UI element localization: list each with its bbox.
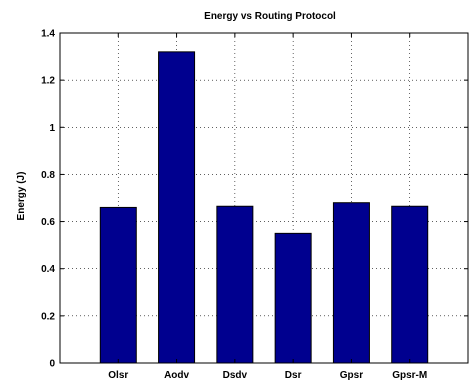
bars — [99, 51, 429, 364]
x-tick-label: Dsdv — [223, 370, 248, 381]
y-tick-label: 0.2 — [41, 311, 55, 322]
y-axis-ticks: 0 0.2 0.4 0.6 0.8 1 1.2 1.4 — [41, 29, 468, 370]
x-tick-label: Olsr — [108, 370, 128, 381]
y-tick-label: 0.8 — [41, 170, 55, 181]
bar-olsr — [99, 206, 137, 364]
y-tick-label: 1.2 — [41, 76, 55, 87]
y-tick-label: 0 — [49, 359, 55, 370]
x-tick-label: Gpsr — [340, 370, 363, 381]
x-tick-label: Aodv — [164, 370, 189, 381]
x-tick-label: Gpsr-M — [392, 370, 427, 381]
y-axis-label: Energy (J) — [16, 172, 27, 221]
plot-area-frame — [59, 32, 469, 364]
y-tick-label: 1 — [49, 123, 55, 134]
bar-dsdv — [216, 205, 254, 364]
x-axis-ticks: Olsr Aodv Dsdv Dsr Gpsr Gpsr-M — [108, 33, 427, 381]
y-tick-label: 1.4 — [41, 29, 55, 40]
bar-gpsr — [332, 202, 370, 364]
bar-aodv — [158, 51, 196, 364]
y-tick-label: 0.6 — [41, 217, 55, 228]
bar-gpsr-m — [391, 205, 429, 364]
y-tick-label: 0.4 — [41, 264, 55, 275]
x-tick-label: Dsr — [285, 370, 302, 381]
bar-dsr — [274, 232, 312, 364]
chart-title: Energy vs Routing Protocol — [204, 11, 336, 22]
